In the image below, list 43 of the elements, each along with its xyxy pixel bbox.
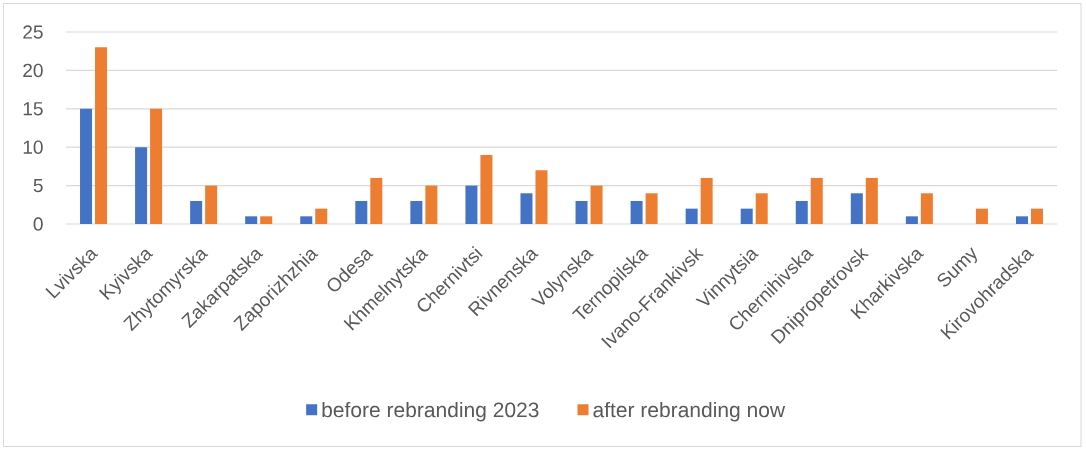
- bar: [410, 200, 423, 224]
- bar: [700, 177, 713, 224]
- bar: [355, 200, 368, 224]
- y-tick-label: 20: [23, 63, 43, 78]
- bar: [645, 193, 658, 224]
- y-tick-label: 5: [33, 178, 43, 193]
- bar: [520, 193, 533, 224]
- bar: [920, 193, 933, 224]
- bar: [1015, 216, 1028, 224]
- bar: [865, 177, 878, 224]
- bar: [905, 216, 918, 224]
- y-tick-label: 0: [33, 217, 43, 231]
- bar: [150, 108, 163, 224]
- bar: [425, 185, 438, 224]
- bar: [465, 185, 478, 224]
- bar: [575, 200, 588, 224]
- bar: [850, 193, 863, 224]
- bar: [740, 208, 753, 224]
- bar: [755, 193, 768, 224]
- bar: [630, 200, 643, 224]
- bar: [370, 177, 383, 224]
- bar: [205, 185, 218, 224]
- bar: [795, 200, 808, 224]
- bar: [260, 216, 273, 224]
- bar: [590, 185, 603, 224]
- bar: [315, 208, 328, 224]
- legend-label: after rebranding now: [593, 401, 786, 422]
- y-tick-label: 15: [23, 102, 43, 116]
- bar: [245, 216, 258, 224]
- bar: [535, 170, 548, 224]
- bar: [135, 147, 148, 224]
- bar: [80, 108, 93, 224]
- bar: [975, 208, 988, 224]
- bar: [300, 216, 313, 224]
- bar: [685, 208, 698, 224]
- y-tick-label: 10: [23, 140, 43, 154]
- bar: [1030, 208, 1043, 224]
- bar: [95, 47, 108, 224]
- bar: [810, 177, 823, 224]
- y-tick-label: 25: [23, 25, 43, 39]
- bar: [480, 154, 493, 224]
- bar: [190, 200, 203, 224]
- legend-label: before rebranding 2023: [322, 401, 539, 422]
